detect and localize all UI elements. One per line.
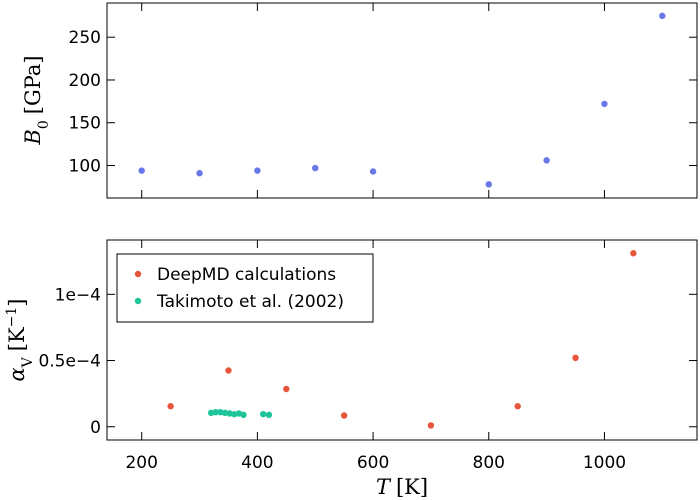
- data-point: [369, 168, 377, 175]
- legend-label-takimoto: Takimoto et al. (2002): [156, 292, 344, 312]
- y-tick-label: 1e−4: [55, 285, 101, 305]
- data-point: [601, 100, 608, 108]
- y-tick-label: 0.5e−4: [38, 352, 101, 372]
- x-tick-label: 800: [473, 453, 505, 473]
- data-point: [485, 181, 492, 188]
- x-tick-label: 600: [357, 453, 389, 473]
- legend-label-deepmd: DeepMD calculations: [157, 265, 336, 285]
- data-point: [630, 250, 637, 257]
- bottom-y-axis-label: αV[K−1]: [4, 298, 36, 381]
- legend-marker-deepmd: [134, 270, 142, 278]
- data-point: [283, 385, 290, 393]
- bottom-plot-frame: [106, 239, 698, 441]
- thermal-expansion-series: [167, 250, 637, 429]
- data-point: [265, 411, 273, 419]
- y-tick-label: 250: [69, 28, 101, 48]
- data-point: [240, 411, 247, 419]
- data-point: [514, 403, 521, 410]
- top-plot-frame: [106, 2, 698, 199]
- x-tick-label: 200: [125, 453, 157, 473]
- data-point: [225, 367, 232, 374]
- data-point: [543, 157, 550, 164]
- y-tick-label: 150: [69, 114, 101, 134]
- data-point: [340, 412, 348, 419]
- legend: DeepMD calculations Takimoto et al. (200…: [116, 253, 374, 323]
- x-tick-label: 1000: [583, 453, 626, 473]
- data-point: [254, 167, 261, 174]
- x-axis-label: T [K]: [376, 475, 428, 499]
- data-point: [659, 12, 666, 20]
- data-point: [196, 169, 203, 177]
- bulk-modulus-series: [138, 12, 666, 188]
- y-tick-label: 100: [69, 157, 101, 177]
- bottom-y-axis: 0 0.5e−4 1e−4: [38, 285, 697, 438]
- x-tick-label: 400: [241, 453, 273, 473]
- top-y-axis: 100 150 200 250: [69, 28, 697, 177]
- y-tick-label: 0: [90, 418, 101, 438]
- data-point: [212, 408, 219, 416]
- bottom-x-axis: 200 400 600 800 1000: [125, 240, 626, 473]
- data-point: [259, 410, 267, 418]
- top-x-axis-ticks: [141, 3, 605, 198]
- y-tick-label: 200: [69, 71, 101, 91]
- data-point: [427, 422, 435, 429]
- legend-marker-takimoto: [134, 297, 142, 305]
- bulk-modulus-panel: 100 150 200 250 B0[GPa]: [21, 2, 698, 199]
- data-point: [572, 354, 579, 362]
- top-y-axis-label: B0[GPa]: [21, 55, 52, 145]
- data-point: [138, 167, 145, 174]
- data-point: [167, 403, 174, 410]
- data-point: [312, 164, 319, 172]
- legend-box: [116, 253, 374, 323]
- thermal-expansion-panel: 0 0.5e−4 1e−4 200 400 600 800 1000 αV[K−1] T [K…: [4, 239, 698, 499]
